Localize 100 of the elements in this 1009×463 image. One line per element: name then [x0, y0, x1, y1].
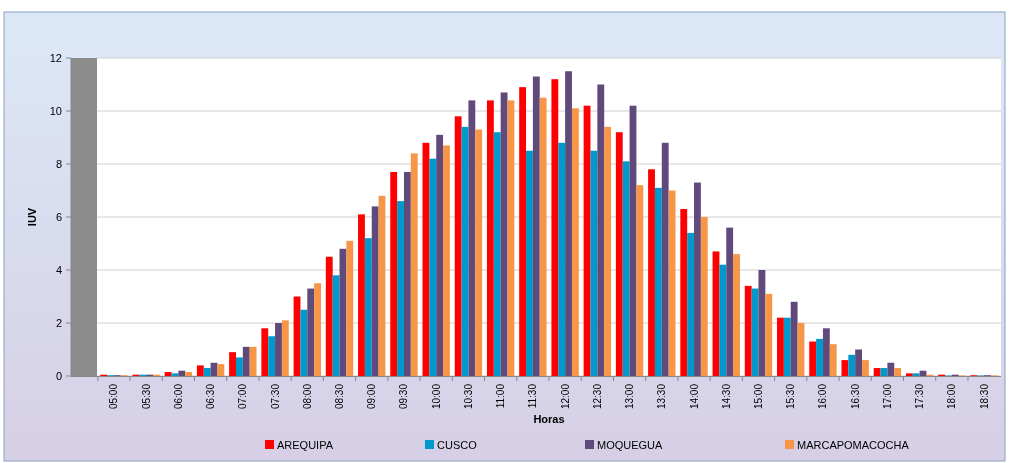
x-tick-label: 08:00: [301, 383, 313, 410]
bar: [526, 150, 533, 376]
bar: [275, 323, 282, 376]
x-tick-label: 09:30: [398, 383, 410, 410]
x-tick-label: 09:00: [366, 383, 378, 410]
bar: [346, 240, 354, 376]
bar: [217, 364, 225, 376]
bar: [203, 368, 211, 376]
x-tick-label: 07:00: [237, 383, 249, 410]
bar: [636, 185, 644, 376]
bar: [332, 275, 340, 376]
bar: [196, 365, 204, 376]
y-tick-label: 4: [55, 263, 62, 276]
x-tick-label: 12:30: [591, 383, 603, 410]
legend-label: MARCAPOMACOCHA: [797, 438, 910, 451]
bar: [783, 317, 791, 376]
bar: [325, 256, 333, 376]
x-tick-label: 10:00: [430, 383, 442, 410]
bar: [390, 171, 398, 376]
y-tick-label: 2: [55, 316, 62, 329]
bar: [848, 354, 856, 376]
bar: [733, 254, 740, 376]
bar: [371, 206, 379, 376]
bar: [314, 283, 321, 376]
bar: [700, 217, 708, 376]
y-tick-label: 0: [55, 369, 62, 382]
bar: [468, 100, 476, 376]
bar: [429, 158, 437, 376]
bar: [597, 84, 605, 376]
bar: [905, 373, 913, 376]
bar: [268, 336, 276, 376]
bar: [790, 301, 798, 376]
bar: [694, 182, 701, 376]
bar: [178, 370, 186, 376]
bar: [841, 360, 849, 376]
x-tick-label: 14:00: [688, 383, 700, 410]
bar: [261, 328, 269, 376]
bar: [519, 87, 527, 376]
bar: [855, 349, 863, 376]
bar: [493, 132, 501, 376]
bar: [551, 79, 559, 376]
bar: [862, 360, 869, 376]
x-tick-label: 08:30: [334, 383, 346, 410]
x-tick-label: 15:00: [752, 383, 764, 410]
bar: [912, 373, 920, 376]
y-axis-title: IUV: [26, 207, 38, 227]
legend-label: MOQUEGUA: [597, 438, 664, 451]
bar: [242, 346, 250, 376]
x-tick-label: 07:30: [269, 383, 281, 410]
bar: [364, 238, 372, 376]
bar: [719, 264, 727, 376]
bar: [654, 187, 662, 376]
x-tick-label: 06:00: [172, 383, 184, 410]
y-tick-label: 6: [55, 210, 62, 223]
bar: [777, 317, 784, 376]
x-tick-label: 12:00: [559, 383, 571, 410]
x-tick-label: 17:30: [914, 383, 926, 410]
bar: [249, 346, 257, 376]
bar: [894, 368, 902, 376]
bar: [307, 288, 315, 376]
bar: [539, 97, 547, 376]
bar: [822, 328, 830, 376]
bar: [887, 362, 895, 376]
bar: [500, 92, 508, 376]
x-tick-label: 05:30: [140, 383, 152, 410]
y-tick-label: 12: [49, 51, 62, 64]
bar: [171, 373, 179, 376]
bar: [744, 285, 752, 376]
bar: [758, 270, 766, 376]
x-axis-title: Horas: [533, 413, 565, 425]
bar: [358, 214, 365, 376]
bar: [622, 161, 630, 376]
bar: [615, 132, 623, 376]
legend-label: CUSCO: [437, 438, 478, 451]
bar: [532, 76, 540, 376]
bar: [590, 150, 598, 376]
bar: [680, 209, 688, 376]
x-tick-label: 16:30: [849, 383, 861, 410]
bar: [809, 341, 817, 376]
bar: [300, 309, 308, 376]
bar: [486, 100, 494, 376]
bar: [403, 171, 411, 376]
bar: [454, 116, 462, 376]
bar: [281, 320, 289, 376]
bar: [571, 108, 579, 376]
x-tick-label: 05:00: [108, 383, 120, 410]
bar: [765, 293, 773, 376]
x-tick-label: 14:30: [720, 383, 732, 410]
bar: [604, 126, 612, 376]
bar: [475, 129, 483, 376]
bar: [410, 153, 418, 376]
bar: [164, 372, 172, 376]
x-tick-label: 15:30: [785, 383, 797, 410]
y-tick-label: 8: [55, 157, 62, 170]
bar: [648, 169, 655, 376]
bar: [185, 372, 193, 376]
x-tick-label: 13:00: [624, 383, 636, 410]
bar: [726, 227, 734, 376]
bar: [443, 145, 450, 376]
legend-label: AREQUIPA: [277, 438, 334, 451]
